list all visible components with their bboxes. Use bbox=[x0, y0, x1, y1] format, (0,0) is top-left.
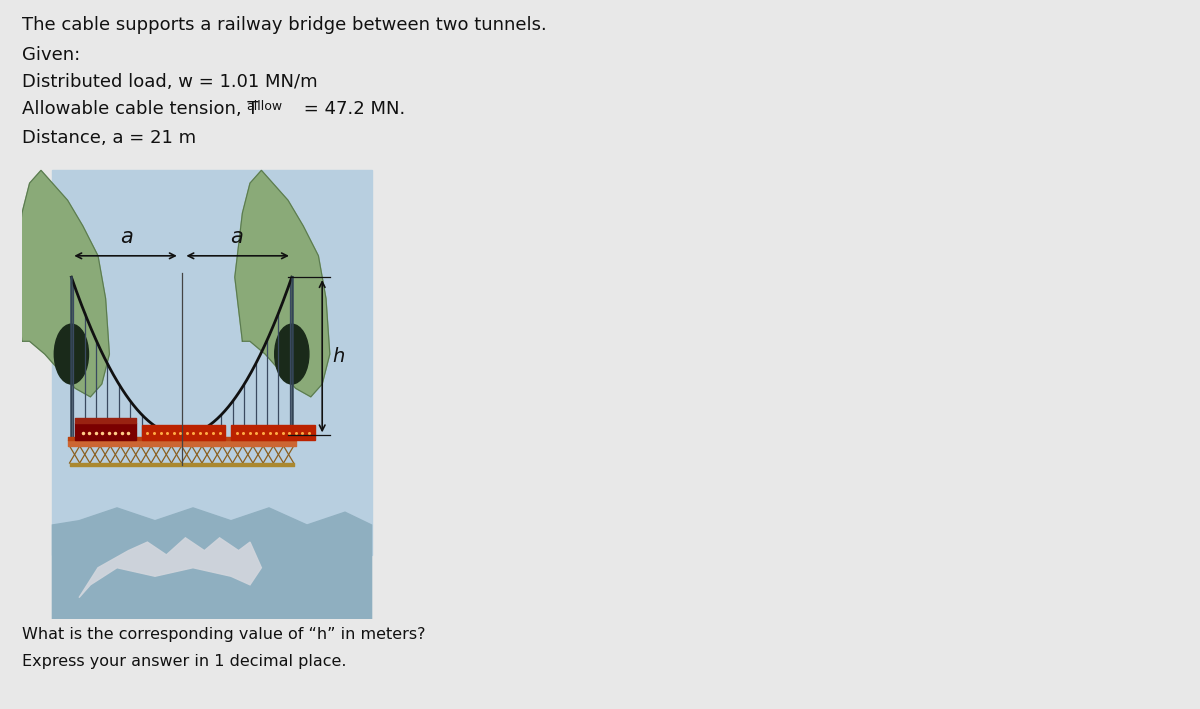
Polygon shape bbox=[53, 508, 372, 619]
Text: What is the corresponding value of “h” in meters?: What is the corresponding value of “h” i… bbox=[22, 627, 426, 642]
Ellipse shape bbox=[54, 324, 89, 384]
Text: $h$: $h$ bbox=[331, 347, 344, 366]
Bar bbox=[76, 423, 136, 440]
Text: Distance, a = 21 m: Distance, a = 21 m bbox=[22, 129, 196, 147]
Text: Distributed load, w = 1.01 MN/m: Distributed load, w = 1.01 MN/m bbox=[22, 73, 318, 91]
Text: $a$: $a$ bbox=[230, 228, 244, 247]
Bar bbox=[230, 425, 314, 440]
Ellipse shape bbox=[275, 324, 308, 384]
Polygon shape bbox=[235, 170, 330, 397]
Bar bbox=[142, 425, 226, 440]
Text: alllow: alllow bbox=[246, 100, 282, 113]
Text: The cable supports a railway bridge between two tunnels.: The cable supports a railway bridge betw… bbox=[22, 16, 547, 34]
Polygon shape bbox=[14, 170, 109, 397]
Text: $a$: $a$ bbox=[120, 228, 133, 247]
Text: Allowable cable tension, T: Allowable cable tension, T bbox=[22, 100, 258, 118]
Text: Express your answer in 1 decimal place.: Express your answer in 1 decimal place. bbox=[22, 654, 347, 669]
Text: = 47.2 MN.: = 47.2 MN. bbox=[298, 100, 406, 118]
Polygon shape bbox=[79, 538, 262, 598]
Text: Given:: Given: bbox=[22, 46, 80, 64]
Bar bbox=[53, 170, 372, 555]
